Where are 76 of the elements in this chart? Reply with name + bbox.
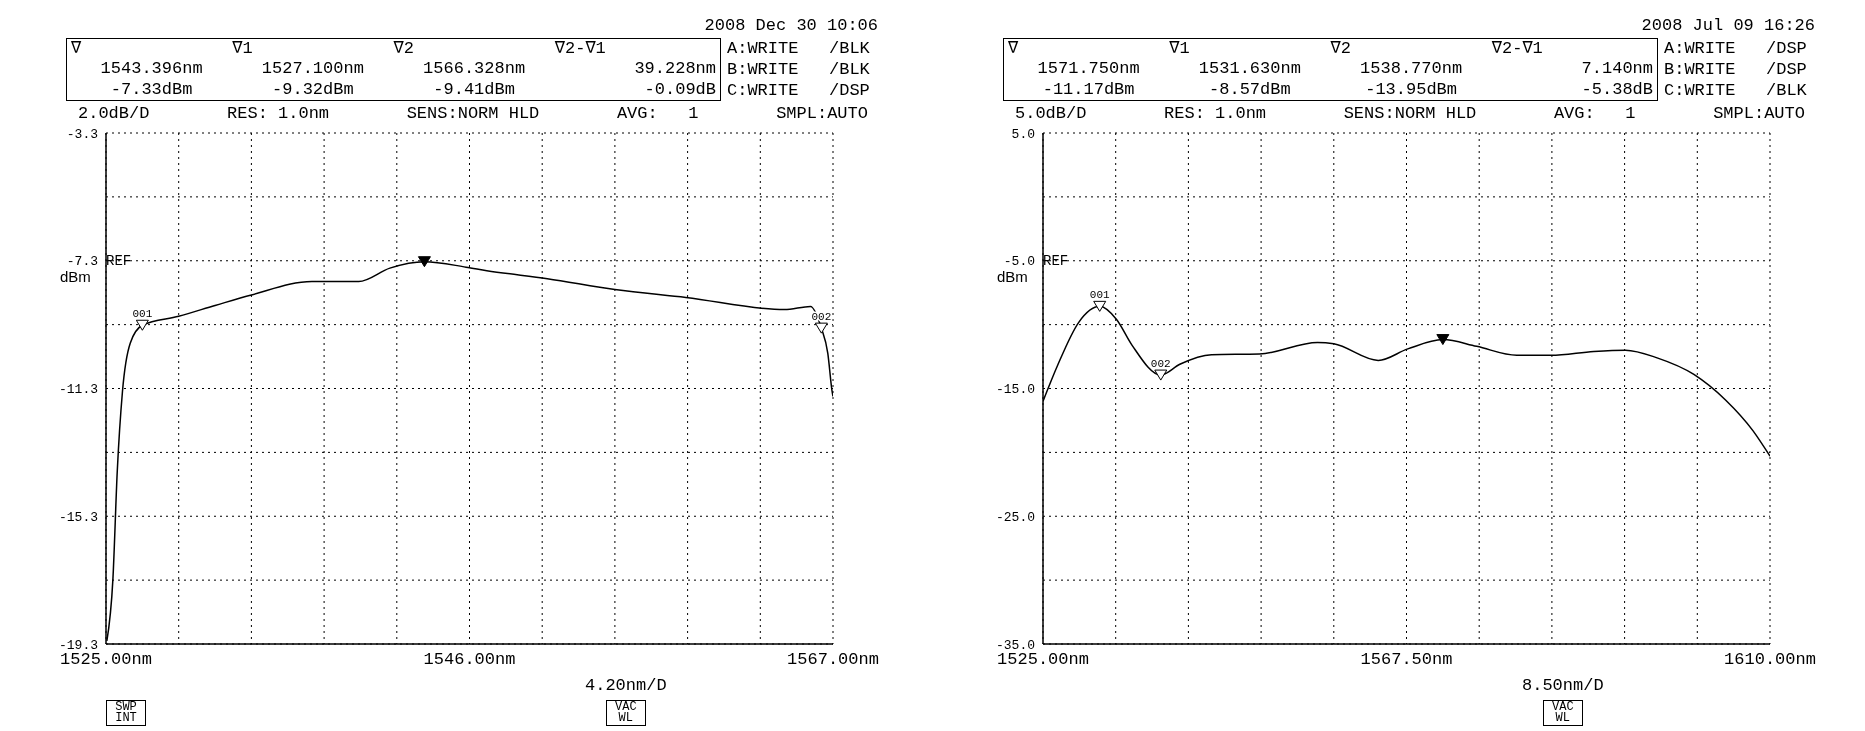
text: ∇	[71, 39, 83, 60]
point	[1154, 369, 1168, 381]
x-tick-label: 1567.00nm	[787, 650, 879, 670]
point	[135, 319, 149, 331]
text: AVG: 1	[616, 103, 699, 125]
text: 8.50nm/D	[1521, 676, 1604, 695]
text: SENS:NORM HLD	[406, 103, 540, 125]
y-tick-label: 5.0	[1011, 126, 1035, 142]
text: -9.32dBm	[271, 79, 355, 100]
y-tick-label: -3.3	[66, 126, 98, 142]
x-tick-label: 1525.00nm	[60, 650, 152, 670]
text: SMPL:AUTO	[1713, 103, 1805, 125]
text: ∇2	[393, 39, 415, 60]
text: C:WRITE /DSP	[727, 80, 870, 101]
annotation: 001	[1089, 289, 1110, 302]
annotation: REF	[1043, 252, 1069, 269]
text: -9.41dBm	[432, 79, 516, 100]
text: SMPL:AUTO	[776, 103, 868, 125]
text: 2008 Dec 30 10:06	[703, 16, 879, 37]
y-tick-label: -19.3	[58, 637, 98, 653]
annotation: 002	[1150, 358, 1171, 371]
annotation: REF	[106, 252, 132, 269]
text: A:WRITE /DSP	[1664, 38, 1807, 59]
text: 1538.770nm	[1359, 59, 1464, 80]
text: B:WRITE /BLK	[727, 59, 870, 80]
text: A:WRITE /BLK	[727, 38, 870, 59]
text: 2008 Jul 09 16:26	[1640, 16, 1816, 37]
text: 1571.750nm	[1036, 59, 1141, 80]
text: ∇2-∇1	[1491, 39, 1544, 60]
text: 39.228nm	[633, 59, 716, 80]
y-tick-label: -35.0	[995, 637, 1035, 653]
text: -7.33dBm	[109, 79, 194, 100]
y-tick-label: -5.0	[1003, 254, 1035, 270]
text: ∇2-∇1	[554, 39, 607, 60]
point	[1436, 334, 1450, 346]
text: 1566.328nm	[422, 59, 527, 80]
text: ∇2	[1330, 39, 1352, 60]
text: B:WRITE /DSP	[1664, 59, 1807, 80]
text: ∇	[1008, 39, 1020, 60]
text: 1531.630nm	[1197, 59, 1302, 80]
annotation: 001	[132, 308, 153, 321]
text: 7.140nm	[1580, 59, 1653, 80]
text: C:WRITE /BLK	[1664, 80, 1807, 101]
y-axis-title: dBm	[60, 267, 92, 285]
text: 5.0dB/D	[1015, 103, 1087, 125]
text: VAC WL	[605, 700, 646, 726]
text: AVG: 1	[1553, 103, 1636, 125]
text: RES: 1.0nm	[1164, 103, 1267, 125]
text: 1543.396nm	[99, 59, 204, 80]
text: -5.38dB	[1580, 79, 1653, 100]
text: 4.20nm/D	[584, 676, 667, 695]
y-axis-title: dBm	[997, 267, 1029, 285]
text: -11.17dBm	[1041, 79, 1136, 100]
x-tick-label: 1525.00nm	[997, 650, 1089, 670]
y-tick-label: -7.3	[66, 254, 98, 270]
y-tick-label: -25.0	[995, 509, 1035, 525]
text: SENS:NORM HLD	[1343, 103, 1477, 125]
x-tick-label: 1610.00nm	[1724, 650, 1816, 670]
text: RES: 1.0nm	[227, 103, 330, 125]
point	[417, 256, 431, 268]
point	[814, 322, 828, 334]
text: -8.57dBm	[1208, 79, 1292, 100]
text: ∇1	[232, 39, 254, 60]
text: 2.0dB/D	[78, 103, 150, 125]
text: -0.09dB	[643, 79, 716, 100]
text: ∇1	[1169, 39, 1191, 60]
text: 1527.100nm	[260, 59, 365, 80]
text: -13.95dBm	[1364, 79, 1459, 100]
point	[1093, 300, 1107, 312]
y-tick-label: -11.3	[58, 382, 98, 398]
x-tick-label: 1567.50nm	[1360, 650, 1453, 670]
x-tick-label: 1546.00nm	[423, 650, 516, 670]
text: VAC WL	[1542, 700, 1583, 726]
y-tick-label: -15.3	[58, 509, 98, 525]
text: SWP INT	[106, 700, 146, 726]
y-tick-label: -15.0	[995, 382, 1035, 398]
